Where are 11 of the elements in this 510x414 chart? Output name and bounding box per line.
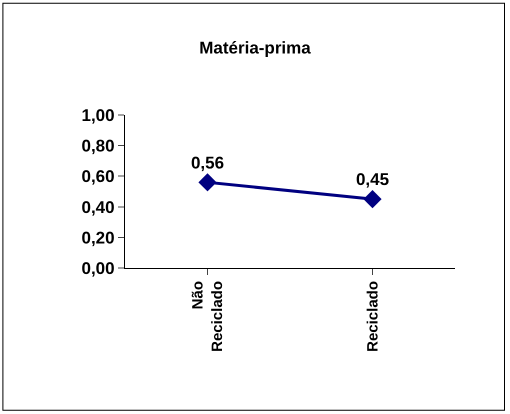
- y-tick-label: 0,40: [82, 198, 115, 217]
- x-tick-label: Reciclado: [364, 281, 382, 352]
- x-tick-label: Não Reciclado: [190, 281, 226, 352]
- y-tick-label: 0,00: [82, 258, 115, 278]
- y-tick-label: 0,20: [82, 228, 115, 248]
- y-tick-label: 0,80: [82, 136, 115, 156]
- data-label: 0,45: [356, 170, 390, 190]
- data-label: 0,56: [190, 153, 224, 172]
- y-tick-label: 1,00: [82, 106, 115, 125]
- y-tick-label: 0,60: [82, 167, 115, 186]
- chart-title: Matéria-prima: [199, 38, 312, 58]
